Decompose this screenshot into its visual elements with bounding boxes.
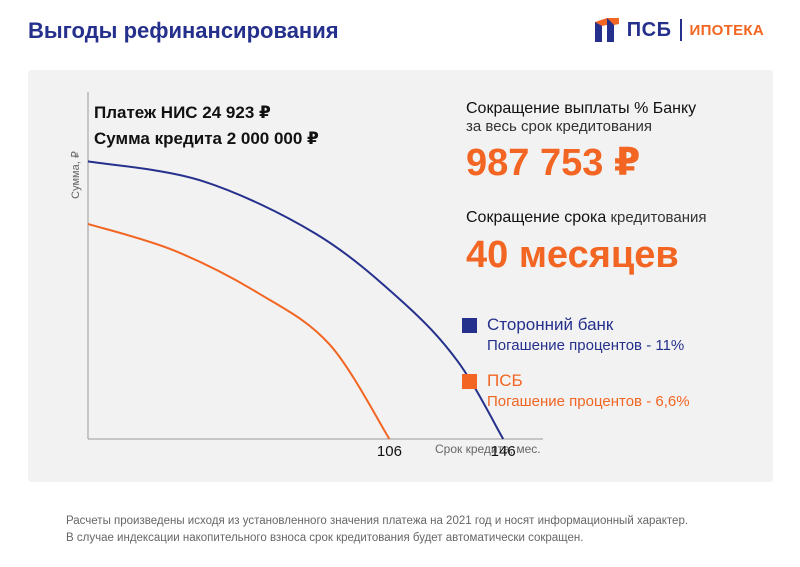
series-line-other-bank — [87, 160, 505, 440]
legend-name: ПСБ — [487, 371, 523, 390]
interest-savings-value: 987 753 ₽ — [466, 142, 641, 184]
logo-name: ПСБ — [626, 18, 672, 41]
psb-logo-icon — [594, 18, 619, 42]
legend-note: Погашение процентов - 6,6% — [487, 393, 690, 410]
legend-item: ПСБ Погашение процентов - 6,6% — [462, 370, 690, 412]
legend-item: Сторонний банк Погашение процентов - 11% — [462, 314, 690, 356]
x-tick-label: 146 — [491, 443, 516, 460]
savings-stats: Сокращение выплаты % Банку за весь срок … — [466, 100, 766, 277]
loan-amount-text: Сумма кредита 2 000 000 ₽ — [94, 129, 319, 148]
chart-panel: Сумма, ₽ Срок кредита, мес. 106 146 Плат… — [28, 70, 773, 482]
legend-swatch — [462, 318, 477, 333]
footnote-line: Расчеты произведены исходя из установлен… — [66, 515, 689, 527]
y-axis-label: Сумма, ₽ — [70, 151, 82, 199]
payment-text: Платеж НИС 24 923 ₽ — [94, 103, 271, 122]
x-tick-label: 106 — [377, 443, 402, 460]
page-title: Выгоды рефинансирования — [28, 18, 339, 43]
term-label-light: кредитования — [606, 209, 707, 226]
term-savings-value: 40 месяцев — [466, 234, 679, 276]
loan-info: Платеж НИС 24 923 ₽ Сумма кредита 2 000 … — [94, 100, 319, 152]
interest-savings-sublabel: за весь срок кредитования — [466, 118, 652, 135]
series-line-psb — [87, 222, 391, 440]
line-chart: Сумма, ₽ Срок кредита, мес. 106 146 — [70, 92, 543, 460]
term-label-strong: Сокращение срока — [466, 209, 607, 226]
x-axis-label: Срок кредита, мес. — [435, 442, 541, 456]
legend-swatch — [462, 374, 477, 389]
term-savings-label: Сокращение срока кредитования — [466, 209, 766, 227]
chart-legend: Сторонний банк Погашение процентов - 11%… — [462, 314, 690, 426]
brand-logo: ПСБ ИПОТЕКА — [593, 16, 764, 44]
logo-divider — [679, 19, 682, 41]
logo-subtitle: ИПОТЕКА — [689, 21, 764, 39]
footnote: Расчеты произведены исходя из установлен… — [66, 513, 688, 547]
legend-note: Погашение процентов - 11% — [487, 337, 685, 354]
legend-name: Сторонний банк — [487, 315, 614, 334]
footnote-line: В случае индексации накопительного взнос… — [66, 532, 584, 544]
interest-savings-label: Сокращение выплаты % Банку — [466, 100, 697, 117]
